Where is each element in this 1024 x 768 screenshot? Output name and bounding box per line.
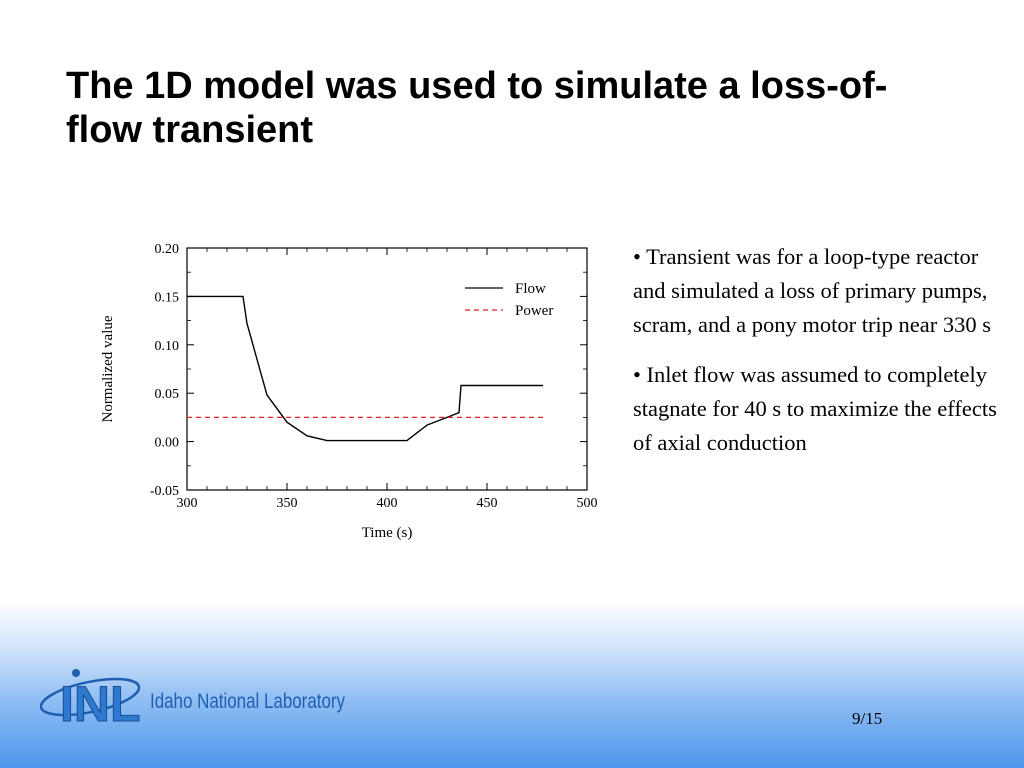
legend-label: Flow [515, 281, 546, 297]
logo-dot-icon [72, 669, 80, 677]
x-tick-label: 450 [477, 496, 498, 511]
x-axis-label: Time (s) [362, 525, 413, 541]
logo-mark: INL [60, 676, 141, 729]
logo-text: Idaho National Laboratory [150, 690, 345, 713]
y-tick-label: 0.00 [155, 436, 180, 451]
y-tick-label: -0.05 [150, 484, 179, 499]
axis-ticks: 300 350 400 450 500 0.20 0.15 0.10 0.05 0.00 -0.05 [150, 242, 598, 511]
x-tick-label: 400 [377, 496, 398, 511]
y-tick-label: 0.05 [155, 387, 180, 402]
x-tick-label: 350 [277, 496, 298, 511]
chart-legend: Flow Power [465, 281, 553, 319]
inl-logo: INL Idaho National Laboratory [40, 669, 345, 729]
slide-title: The 1D model was used to simulate a loss… [66, 65, 888, 151]
y-axis-label: Normalized value [100, 315, 116, 422]
footer-gradient-band [0, 600, 1024, 768]
legend-label: Power [515, 303, 553, 319]
page-number: 9/15 [852, 709, 883, 728]
series-line-flow [187, 295, 543, 442]
bullet-item: • Inlet flow was assumed to completely s… [633, 362, 997, 455]
y-tick-label: 0.15 [155, 290, 180, 305]
y-tick-label: 0.20 [155, 242, 180, 257]
line-chart: 300 350 400 450 500 0.20 0.15 0.10 0.05 0.00 -0.05… [100, 242, 598, 541]
y-tick-label: 0.10 [155, 339, 180, 354]
series-layer [187, 295, 543, 442]
bullet-item: • Transient was for a loop-type reactor … [633, 244, 992, 337]
x-tick-label: 300 [177, 496, 198, 511]
logo-orbit-icon [40, 677, 141, 717]
bullet-list: • Transient was for a loop-type reactor … [633, 240, 1003, 476]
x-tick-label: 500 [577, 496, 598, 511]
